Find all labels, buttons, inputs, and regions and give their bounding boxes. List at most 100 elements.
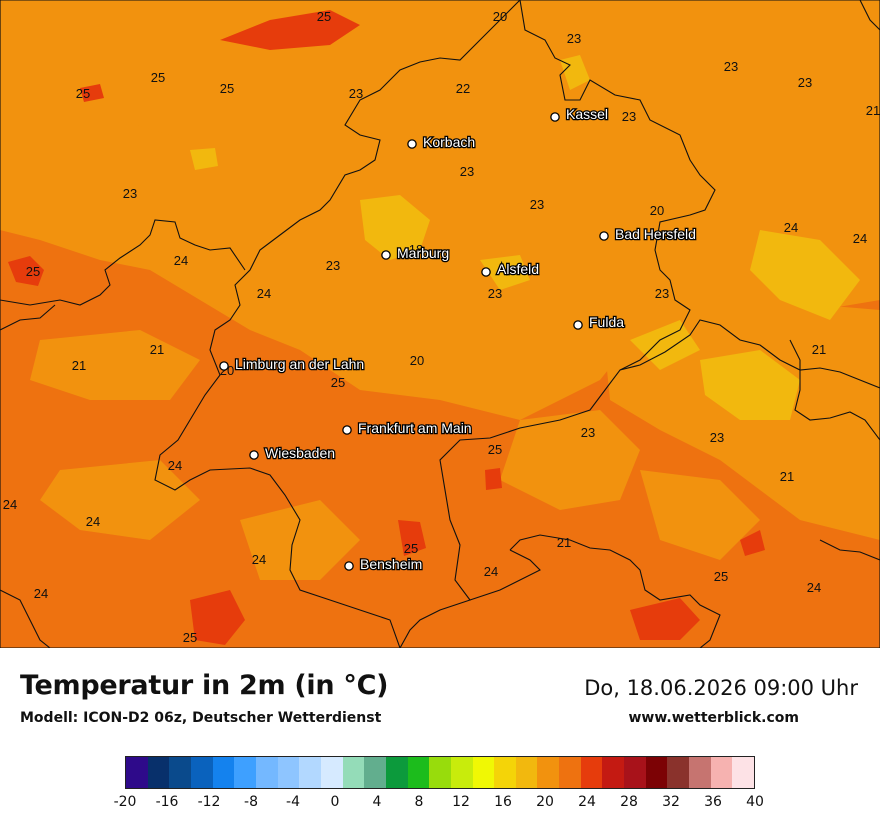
legend-swatch bbox=[277, 757, 300, 788]
temperature-label: 20 bbox=[410, 353, 424, 368]
temperature-label: 25 bbox=[317, 9, 331, 24]
cities: Kassel Korbach Bad Hersfeld Marburg Alsf… bbox=[219, 105, 697, 573]
city-marker-frankfurt bbox=[342, 425, 352, 435]
temperature-label: 20 bbox=[650, 203, 664, 218]
temperature-label: 25 bbox=[404, 541, 418, 556]
temperature-label: 23 bbox=[655, 286, 669, 301]
city-label-bensheim: Bensheim bbox=[360, 556, 422, 572]
temperature-label: 23 bbox=[123, 186, 137, 201]
legend-tick-label: -8 bbox=[244, 794, 258, 810]
temperature-label: 24 bbox=[853, 231, 867, 246]
legend-swatch bbox=[645, 757, 668, 788]
temperature-label: 23 bbox=[530, 197, 544, 212]
temperature-label: 18 bbox=[409, 242, 423, 257]
temperature-label: 22 bbox=[456, 81, 470, 96]
legend-swatch bbox=[450, 757, 473, 788]
legend-tick-label: 32 bbox=[662, 794, 680, 810]
city-marker-korbach bbox=[407, 139, 417, 149]
temperature-label: 23 bbox=[622, 109, 636, 124]
temperature-label: 25 bbox=[220, 81, 234, 96]
temperature-label: 23 bbox=[349, 86, 363, 101]
temperature-label: 24 bbox=[283, 447, 297, 462]
temperature-label: 21 bbox=[866, 103, 880, 118]
city-marker-kassel bbox=[550, 112, 560, 122]
city-label-bad-hersfeld: Bad Hersfeld bbox=[615, 226, 696, 242]
map-title: Temperatur in 2m (in °C) bbox=[20, 670, 389, 701]
temperature-label: 23 bbox=[488, 286, 502, 301]
website-link[interactable]: www.wetterblick.com bbox=[628, 710, 800, 726]
legend-swatch bbox=[689, 757, 711, 788]
city-label-korbach: Korbach bbox=[423, 134, 475, 150]
temperature-zones-22 bbox=[0, 0, 880, 580]
region-borders bbox=[0, 0, 880, 648]
temperature-label: 23 bbox=[710, 430, 724, 445]
temperature-map: 25 20 23 23 25 25 25 23 22 23 23 21 23 2… bbox=[0, 0, 880, 648]
legend-swatch bbox=[320, 757, 343, 788]
legend-tick-label: 4 bbox=[372, 794, 382, 810]
temperature-label: 25 bbox=[714, 569, 728, 584]
color-scale-legend bbox=[125, 756, 755, 789]
temperature-label: 21 bbox=[72, 358, 86, 373]
temperature-label: 24 bbox=[252, 552, 266, 567]
legend-swatch bbox=[190, 757, 213, 788]
legend-swatch bbox=[472, 757, 495, 788]
legend-swatch bbox=[364, 757, 386, 788]
legend-tick-label: 12 bbox=[452, 794, 470, 810]
temperature-label: 23 bbox=[567, 31, 581, 46]
city-label-fulda: Fulda bbox=[589, 314, 624, 330]
legend-swatch bbox=[234, 757, 256, 788]
legend-swatch bbox=[169, 757, 191, 788]
legend-tick-label: 16 bbox=[494, 794, 512, 810]
legend-swatch bbox=[299, 757, 321, 788]
temperature-label: 21 bbox=[150, 342, 164, 357]
temperature-label: 25 bbox=[26, 264, 40, 279]
legend-swatch bbox=[494, 757, 516, 788]
temperature-label: 24 bbox=[484, 564, 498, 579]
legend-tick-label: 24 bbox=[578, 794, 596, 810]
legend-tick-label: 0 bbox=[330, 794, 340, 810]
legend-swatch bbox=[126, 757, 148, 788]
temperature-zones-20 bbox=[190, 55, 860, 420]
city-marker-bad-hersfeld bbox=[599, 231, 609, 241]
temperature-label: 25 bbox=[183, 630, 197, 645]
legend-swatch bbox=[732, 757, 755, 788]
legend-tick-label: 28 bbox=[620, 794, 638, 810]
temperature-label: 24 bbox=[174, 253, 188, 268]
city-label-frankfurt: Frankfurt am Main bbox=[358, 420, 472, 436]
temperature-label: 20 bbox=[493, 9, 507, 24]
city-label-limburg: Limburg an der Lahn bbox=[235, 356, 364, 372]
temperature-zones-25 bbox=[8, 10, 765, 645]
legend-swatch bbox=[212, 757, 235, 788]
temperature-label: 24 bbox=[257, 286, 271, 301]
forecast-datetime: Do, 18.06.2026 09:00 Uhr bbox=[584, 676, 858, 700]
city-marker-marburg bbox=[381, 250, 391, 260]
legend-tick-label: -12 bbox=[197, 794, 221, 810]
temperature-label: 25 bbox=[76, 86, 90, 101]
temperature-label: 21 bbox=[557, 535, 571, 550]
temperature-label: 21 bbox=[780, 469, 794, 484]
model-source: Modell: ICON-D2 06z, Deutscher Wetterdie… bbox=[20, 710, 382, 726]
city-label-wiesbaden: Wiesbaden bbox=[265, 445, 335, 461]
legend-tick-label: 8 bbox=[414, 794, 424, 810]
map-footer: Temperatur in 2m (in °C) Modell: ICON-D2… bbox=[0, 648, 880, 830]
legend-swatch bbox=[624, 757, 646, 788]
temperature-label: 25 bbox=[488, 442, 502, 457]
legend-tick-label: 36 bbox=[704, 794, 722, 810]
legend-swatch bbox=[407, 757, 430, 788]
legend-swatch bbox=[255, 757, 278, 788]
temperature-label: 24 bbox=[807, 580, 821, 595]
legend-tick-label: 20 bbox=[536, 794, 554, 810]
city-label-kassel: Kassel bbox=[566, 106, 608, 122]
temperature-label: 24 bbox=[34, 586, 48, 601]
city-label-marburg: Marburg bbox=[397, 245, 449, 261]
legend-swatch bbox=[710, 757, 733, 788]
legend-swatch bbox=[385, 757, 408, 788]
legend-swatch bbox=[602, 757, 625, 788]
temperature-label: 24 bbox=[86, 514, 100, 529]
legend-swatch bbox=[342, 757, 365, 788]
temperature-label: 23 bbox=[326, 258, 340, 273]
temperature-label: 25 bbox=[331, 375, 345, 390]
temperature-label: 23 bbox=[460, 164, 474, 179]
temperature-label: 23 bbox=[724, 59, 738, 74]
city-marker-wiesbaden bbox=[249, 450, 259, 460]
